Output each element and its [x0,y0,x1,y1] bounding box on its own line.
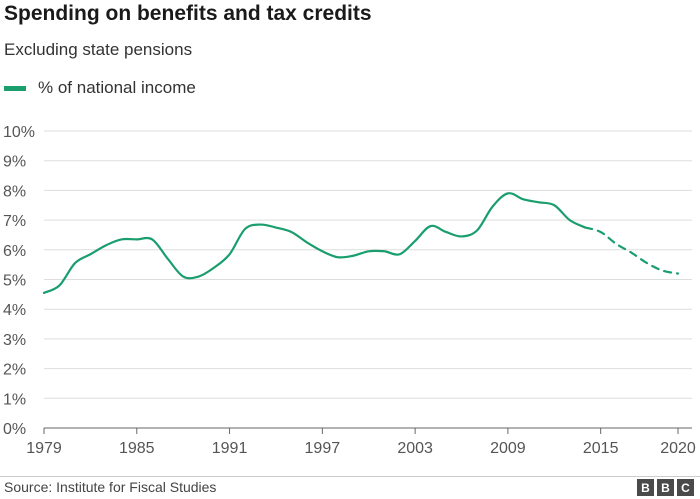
y-tick-label: 8% [3,183,26,200]
y-tick-label: 9% [3,154,26,171]
chart-subtitle: Excluding state pensions [4,40,193,59]
chart-title: Spending on benefits and tax credits [4,2,372,25]
y-tick-label: 7% [3,213,26,230]
x-tick-label: 2015 [583,440,619,457]
logo-letter-c: C [677,479,694,496]
x-tick-label: 2020 [660,440,696,457]
legend: % of national income [4,78,196,98]
logo-letter-b1: B [637,479,654,496]
y-tick-label: 0% [3,421,26,438]
x-tick-label: 2003 [397,440,433,457]
y-tick-label: 4% [3,302,26,319]
series-line-actual [42,192,587,294]
y-tick-label: 3% [3,332,26,349]
y-tick-label: 5% [3,273,26,290]
x-tick-label: 1997 [305,440,341,457]
legend-label: % of national income [38,78,196,97]
bbc-logo: B B C [637,479,694,496]
line-chart: 0% 1% 2% 3% 4% 5% 6% 7% 8% 9% 10% 1979 1985 1991 1997 2… [3,124,696,457]
x-tick-label: 2009 [490,440,526,457]
x-tick-label: 1985 [119,440,155,457]
x-tick-label: 1979 [26,440,62,457]
y-tick-label: 2% [3,362,26,379]
series-line-projection [584,226,680,275]
logo-letter-b2: B [657,479,674,496]
y-tick-label: 1% [3,391,26,408]
y-tick-label: 6% [3,243,26,260]
x-tick-label: 1991 [212,440,248,457]
source-note: Source: Institute for Fiscal Studies [4,479,217,495]
y-tick-label: 10% [3,124,35,141]
footer-divider [0,476,700,477]
legend-swatch [4,85,26,91]
